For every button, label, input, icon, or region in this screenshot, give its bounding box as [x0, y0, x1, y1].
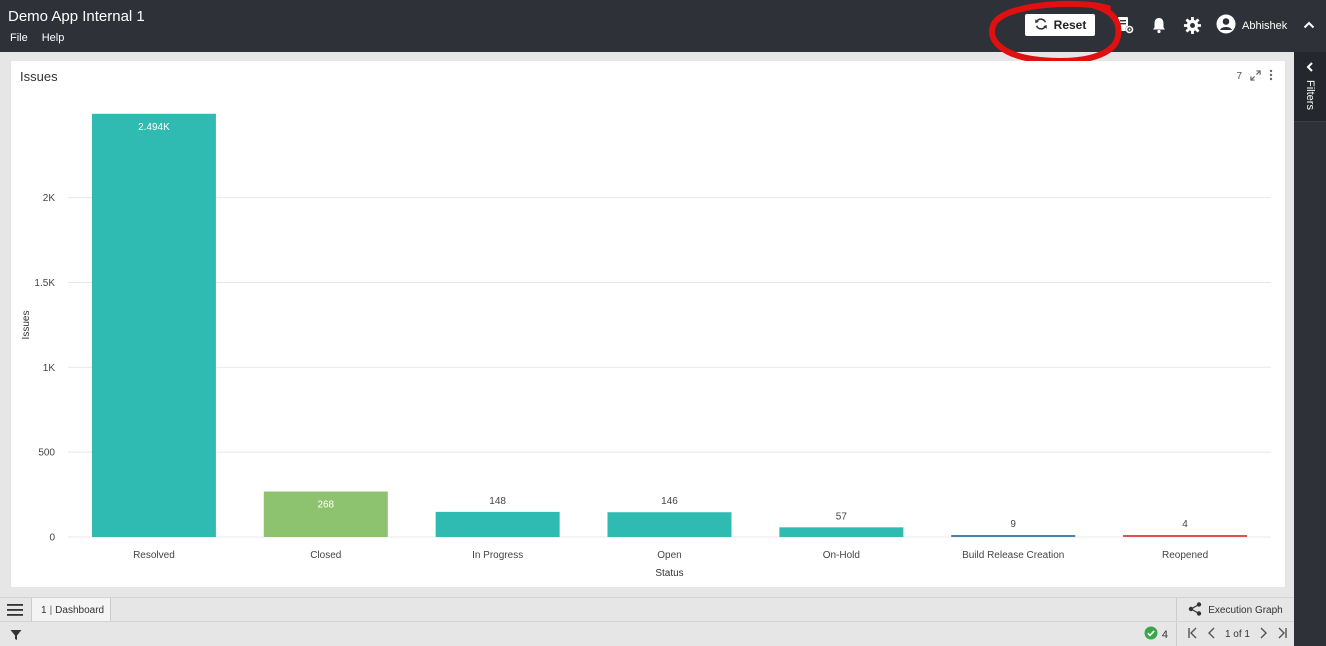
data-label: 148 — [489, 496, 506, 507]
y-tick-label: 500 — [38, 448, 55, 459]
user-menu[interactable]: Abhishek — [1216, 14, 1287, 37]
more-vertical-icon[interactable] — [1269, 69, 1273, 84]
menu-bar: File Help — [10, 32, 64, 44]
report-settings-icon[interactable] — [1114, 14, 1136, 36]
y-tick-label: 1.5K — [34, 278, 55, 289]
data-label: 268 — [317, 500, 334, 511]
success-count[interactable]: 4 — [1144, 622, 1177, 646]
execution-graph-label: Execution Graph — [1208, 604, 1283, 616]
card-count: 7 — [1236, 71, 1242, 82]
tab-separator: | — [49, 604, 53, 616]
x-tick-label: Closed — [310, 550, 341, 561]
card-tools: 7 — [1236, 69, 1273, 84]
pager: 1 of 1 — [1177, 627, 1288, 642]
refresh-icon — [1034, 17, 1048, 34]
expand-icon[interactable] — [1250, 69, 1261, 84]
x-tick-label: Reopened — [1162, 550, 1208, 561]
success-count-value: 4 — [1161, 628, 1168, 641]
bar — [779, 527, 904, 537]
data-label: 57 — [836, 511, 848, 522]
tab-dashboard[interactable]: 1 | Dashboard — [31, 598, 111, 622]
chevron-up-icon[interactable] — [1298, 14, 1320, 36]
status-right: 4 1 of 1 — [1144, 622, 1288, 646]
x-tick-label: Open — [657, 550, 681, 561]
first-page-icon[interactable] — [1187, 627, 1199, 642]
y-tick-label: 1K — [43, 363, 56, 374]
y-axis-title: Issues — [21, 311, 32, 340]
tab-label: Dashboard — [55, 604, 105, 616]
hamburger-icon[interactable] — [0, 598, 30, 622]
filters-label: Filters — [1304, 80, 1316, 110]
execution-graph-button[interactable]: Execution Graph — [1176, 598, 1294, 622]
reset-button[interactable]: Reset — [1025, 14, 1095, 36]
bell-icon[interactable] — [1148, 14, 1170, 36]
bar — [607, 512, 732, 537]
data-label: 2.494K — [138, 122, 170, 133]
x-tick-label: Build Release Creation — [962, 550, 1064, 561]
sheet-tab-bar: 1 | Dashboard Execution Graph — [0, 597, 1294, 622]
card-title: Issues — [20, 69, 58, 84]
menu-help[interactable]: Help — [41, 32, 65, 44]
x-axis-title: Status — [655, 568, 683, 579]
data-label: 4 — [1182, 519, 1188, 530]
bar — [1123, 535, 1248, 537]
prev-page-icon[interactable] — [1207, 627, 1217, 642]
x-tick-label: Resolved — [133, 550, 175, 561]
data-label: 9 — [1010, 519, 1016, 530]
y-tick-label: 0 — [49, 533, 55, 544]
last-page-icon[interactable] — [1276, 627, 1288, 642]
x-tick-label: On-Hold — [823, 550, 860, 561]
next-page-icon[interactable] — [1258, 627, 1268, 642]
chart-card: 0 500 1K 1.5K 2K 2.494K Resolved 268 Closed 148 In… — [11, 61, 1285, 587]
bar — [951, 535, 1076, 537]
y-tick-label: 2K — [43, 193, 56, 204]
menu-file[interactable]: File — [10, 32, 28, 44]
bar-chart: 0 500 1K 1.5K 2K 2.494K Resolved 268 Closed 148 In… — [21, 113, 1271, 579]
x-tick-label: In Progress — [472, 550, 523, 561]
app-title: Demo App Internal 1 — [8, 8, 145, 25]
status-bar: 4 1 of 1 — [0, 621, 1294, 646]
user-circle-icon — [1216, 14, 1236, 37]
share-nodes-icon — [1188, 601, 1202, 619]
page-info: 1 of 1 — [1224, 629, 1250, 640]
chevron-left-icon — [1304, 60, 1316, 78]
check-circle-icon — [1144, 626, 1158, 643]
data-label: 146 — [661, 496, 678, 507]
filter-funnel-icon[interactable] — [10, 628, 22, 646]
tab-number: 1 — [41, 604, 47, 616]
bar — [435, 511, 560, 537]
bar — [263, 491, 388, 537]
reset-label: Reset — [1053, 18, 1087, 32]
bar — [91, 113, 216, 538]
gear-icon[interactable] — [1181, 14, 1203, 36]
filters-toggle[interactable]: Filters — [1294, 52, 1326, 122]
user-name: Abhishek — [1242, 19, 1288, 32]
app-header: Demo App Internal 1 File Help Reset — [0, 0, 1326, 52]
filters-panel: Filters — [1294, 52, 1326, 646]
